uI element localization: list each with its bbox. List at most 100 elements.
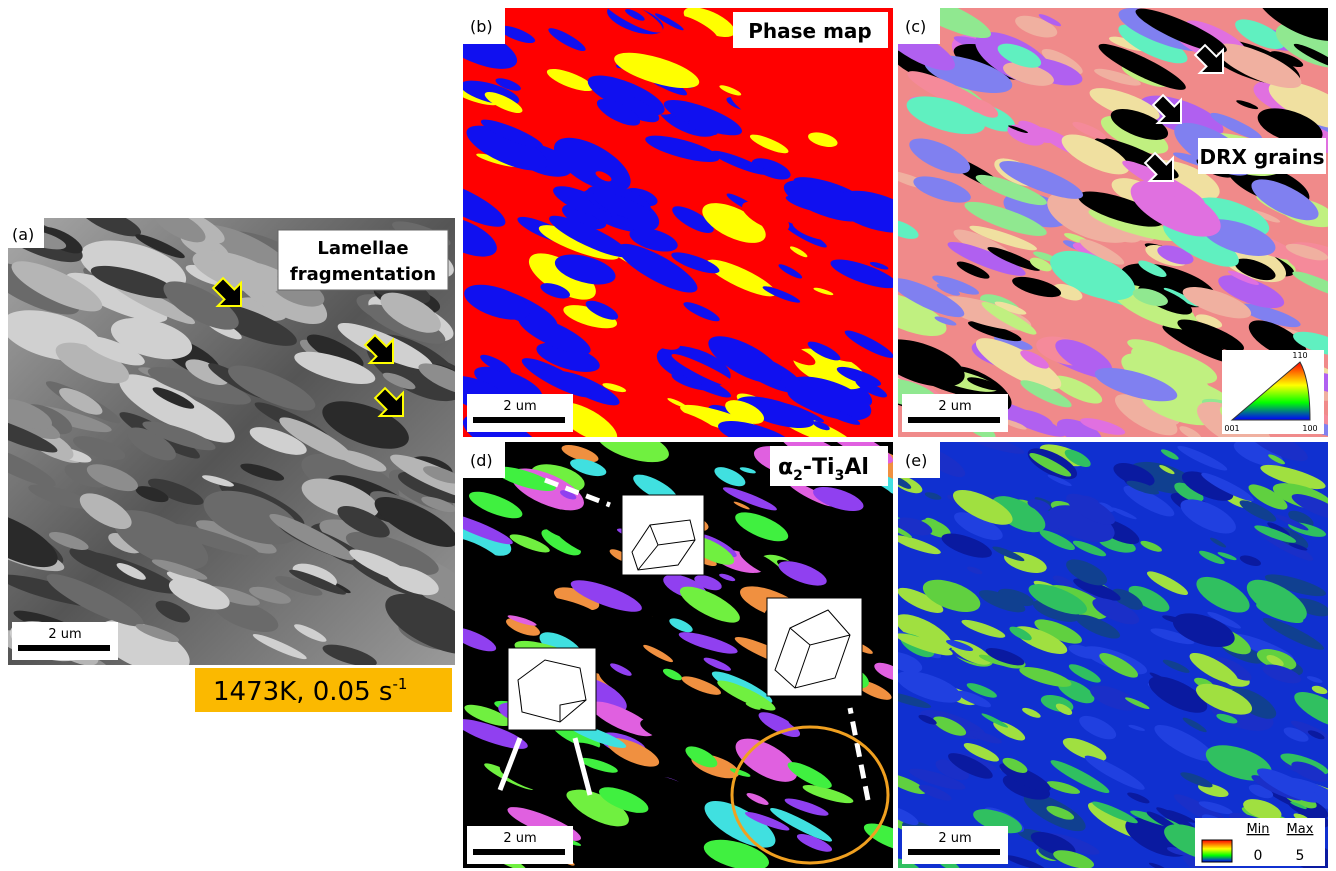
texture-grain	[820, 406, 861, 425]
texture-grain	[739, 549, 784, 578]
texture-grain	[252, 634, 307, 660]
texture-grain	[802, 785, 854, 804]
texture-grain	[975, 174, 1047, 206]
texture-grain	[480, 354, 511, 374]
legend-label: Max	[1287, 822, 1314, 837]
texture-grain	[987, 246, 1041, 271]
texture-grain	[1128, 724, 1145, 731]
texture-grain	[236, 297, 287, 321]
texture-grain	[474, 366, 543, 402]
texture-grain	[898, 291, 947, 337]
texture-grain	[933, 716, 967, 736]
texture-grain	[463, 24, 518, 69]
texture-grain	[418, 363, 455, 396]
texture-grain	[953, 489, 1013, 525]
texture-grain	[249, 586, 291, 604]
texture-grain	[599, 623, 644, 642]
texture-grain	[1148, 676, 1208, 713]
texture-grain	[294, 624, 327, 642]
texture-grain	[1159, 465, 1175, 475]
texture-grain	[783, 180, 867, 222]
texture-grain	[521, 358, 592, 398]
texture-grain	[528, 253, 596, 300]
texture-grain	[1113, 463, 1155, 487]
texture-grain	[81, 218, 142, 237]
texture-grain	[1199, 550, 1225, 565]
texture-grain	[562, 28, 592, 45]
texture-grain	[717, 680, 776, 711]
texture-grain	[679, 15, 718, 39]
texture-grain	[1239, 500, 1277, 522]
texture-grain	[374, 497, 455, 547]
scale-box	[467, 394, 573, 432]
texture-grain	[1182, 286, 1252, 319]
texture-grain	[541, 529, 581, 556]
texture-grain	[1127, 339, 1175, 359]
texture-grain	[781, 221, 827, 248]
texture-grain	[898, 339, 965, 387]
texture-grain	[1002, 774, 1051, 800]
scale-box	[902, 826, 1008, 864]
texture-grain	[598, 666, 674, 706]
texture-grain	[1183, 854, 1222, 868]
label-box	[898, 8, 940, 44]
texture-grain	[1231, 687, 1277, 719]
subscript: 3	[835, 468, 845, 484]
texture-grain	[65, 272, 168, 323]
texture-grain	[640, 775, 708, 816]
texture-grain	[1288, 542, 1308, 551]
texture-grain	[152, 387, 195, 409]
texture-grain	[127, 427, 176, 461]
texture-grain	[469, 491, 523, 519]
texture-grain	[151, 559, 208, 580]
texture-grain	[1262, 617, 1324, 650]
texture-grain	[997, 43, 1042, 68]
texture-grain	[1262, 664, 1302, 684]
texture-grain	[1217, 552, 1237, 561]
texture-grain	[920, 519, 951, 538]
texture-grain	[1291, 761, 1328, 782]
texture-grain	[480, 119, 543, 148]
texture-grain	[936, 283, 961, 296]
texture-grain	[1126, 480, 1160, 495]
texture-grain	[966, 683, 997, 698]
texture-grain	[898, 671, 962, 703]
texture-grain	[874, 662, 893, 681]
condition: 1473K, 0.05 s-1	[213, 675, 407, 707]
texture-grain	[729, 768, 751, 777]
texture-grain	[630, 320, 681, 350]
texture-grain	[667, 398, 687, 408]
texture-grain	[1180, 499, 1236, 534]
texture-grain	[718, 420, 795, 437]
texture-grain	[86, 464, 138, 492]
texture-grain	[781, 345, 816, 366]
texture-grain	[553, 186, 614, 218]
texture-grain	[565, 57, 598, 74]
texture-grain	[967, 321, 1022, 342]
texture-grain	[423, 466, 455, 484]
texture-grain	[1162, 325, 1236, 364]
texture-grain	[1216, 43, 1302, 89]
texture-grain	[745, 702, 761, 710]
texture-grain	[746, 793, 769, 805]
texture-grain	[1243, 799, 1282, 820]
texture-grain	[742, 201, 790, 232]
texture-grain	[495, 78, 521, 91]
texture-grain	[744, 811, 790, 831]
texture-grain	[813, 287, 834, 296]
texture-grain	[1227, 270, 1259, 286]
texture-grain	[643, 644, 673, 663]
texture-grain	[380, 292, 441, 333]
texture-grain	[73, 436, 126, 461]
texture-grain	[463, 719, 528, 749]
texture-grain	[464, 704, 512, 727]
texture-grain	[382, 372, 416, 390]
texture-grain	[640, 718, 689, 742]
texture-grain	[1147, 571, 1188, 596]
texture-grain	[1038, 14, 1062, 27]
texture-grain	[615, 277, 675, 311]
inset-shape	[766, 597, 863, 697]
texture-grain	[1285, 243, 1328, 261]
texture-grain	[1163, 287, 1199, 307]
texture-grain	[1004, 855, 1046, 868]
